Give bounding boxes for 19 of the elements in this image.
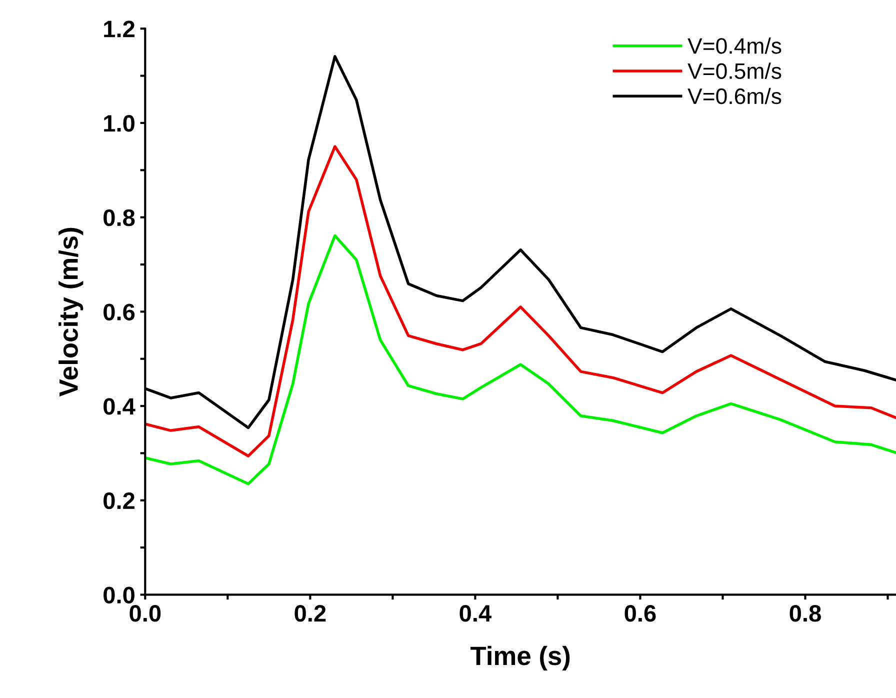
x-axis-title: Time (s) [470,646,570,670]
y-tick-label: 0.2 [104,492,134,510]
y-tick-label: 1.2 [104,20,134,38]
y-tick-label: 1.0 [104,115,134,132]
legend-label: V=0.6m/s [688,88,782,104]
y-tick-label: 0.4 [104,398,136,415]
legend-label: V=0.4m/s [688,38,782,54]
x-tick-label: 0.4 [460,605,492,622]
y-axis-title: Velocity (m/s) [58,228,84,397]
y-tick-label: 0.0 [104,586,134,604]
x-tick-label: 0.8 [790,605,821,622]
y-tick-label: 0.8 [104,209,135,226]
line-series [145,234,896,486]
x-tick-label: 0.2 [294,605,326,622]
x-tick-label: 0.6 [624,605,656,622]
y-tick-label: 0.6 [104,304,135,320]
x-tick-label: 0.0 [130,605,161,622]
line-series [145,145,896,458]
legend-label: V=0.5m/s [688,62,782,79]
